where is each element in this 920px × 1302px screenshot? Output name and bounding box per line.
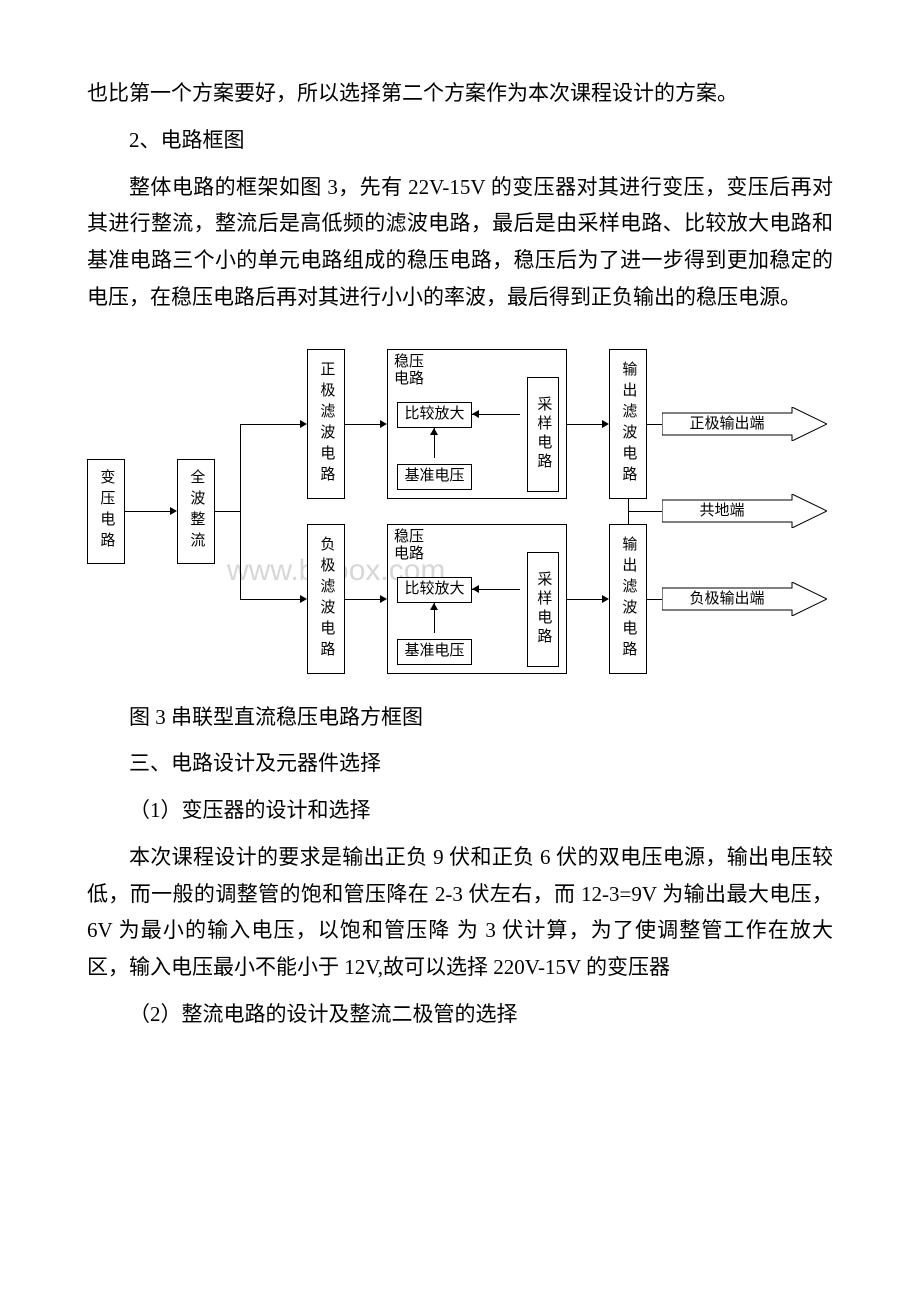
heading-2: 2、电路框图 xyxy=(87,122,833,159)
svg-text:共地端: 共地端 xyxy=(699,502,744,519)
figure-caption: 图 3 串联型直流稳压电路方框图 xyxy=(87,699,833,736)
box-transformer: 变压电路 xyxy=(87,459,125,564)
paragraph-2: 整体电路的框架如图 3，先有 22V-15V 的变压器对其进行变压，变压后再对其… xyxy=(87,169,833,316)
box-ref-top: 基准电压 xyxy=(397,464,472,490)
svg-text:正极输出端: 正极输出端 xyxy=(689,415,764,432)
box-pos-filter: 正极滤波电路 xyxy=(307,349,345,499)
block-diagram: www.bdoox.com 变压电路 全波整流 正极滤波电路 负极滤波电路 稳压… xyxy=(87,344,833,674)
box-sample-top: 采样电路 xyxy=(527,377,559,492)
box-sample-bot: 采样电路 xyxy=(527,552,559,667)
box-ref-bot: 基准电压 xyxy=(397,639,472,665)
output-arrow-neg: 负极输出端 xyxy=(662,582,827,616)
box-compare-bot: 比较放大 xyxy=(397,577,472,603)
output-arrow-gnd: 共地端 xyxy=(662,494,827,528)
box-out-filter-top: 输出滤波电路 xyxy=(609,349,647,499)
subheading-2: （2）整流电路的设计及整流二极管的选择 xyxy=(87,996,833,1033)
box-compare-top: 比较放大 xyxy=(397,402,472,428)
subheading-1: （1）变压器的设计和选择 xyxy=(87,792,833,829)
box-neg-filter: 负极滤波电路 xyxy=(307,524,345,674)
heading-3: 三、电路设计及元器件选择 xyxy=(87,745,833,782)
paragraph-3: 本次课程设计的要求是输出正负 9 伏和正负 6 伏的双电压电源，输出电压较低，而… xyxy=(87,839,833,986)
box-out-filter-bot: 输出滤波电路 xyxy=(609,524,647,674)
output-arrow-pos: 正极输出端 xyxy=(662,407,827,441)
box-rectifier: 全波整流 xyxy=(177,459,215,564)
svg-text:负极输出端: 负极输出端 xyxy=(689,590,764,607)
paragraph-1: 也比第一个方案要好，所以选择第二个方案作为本次课程设计的方案。 xyxy=(87,75,833,112)
